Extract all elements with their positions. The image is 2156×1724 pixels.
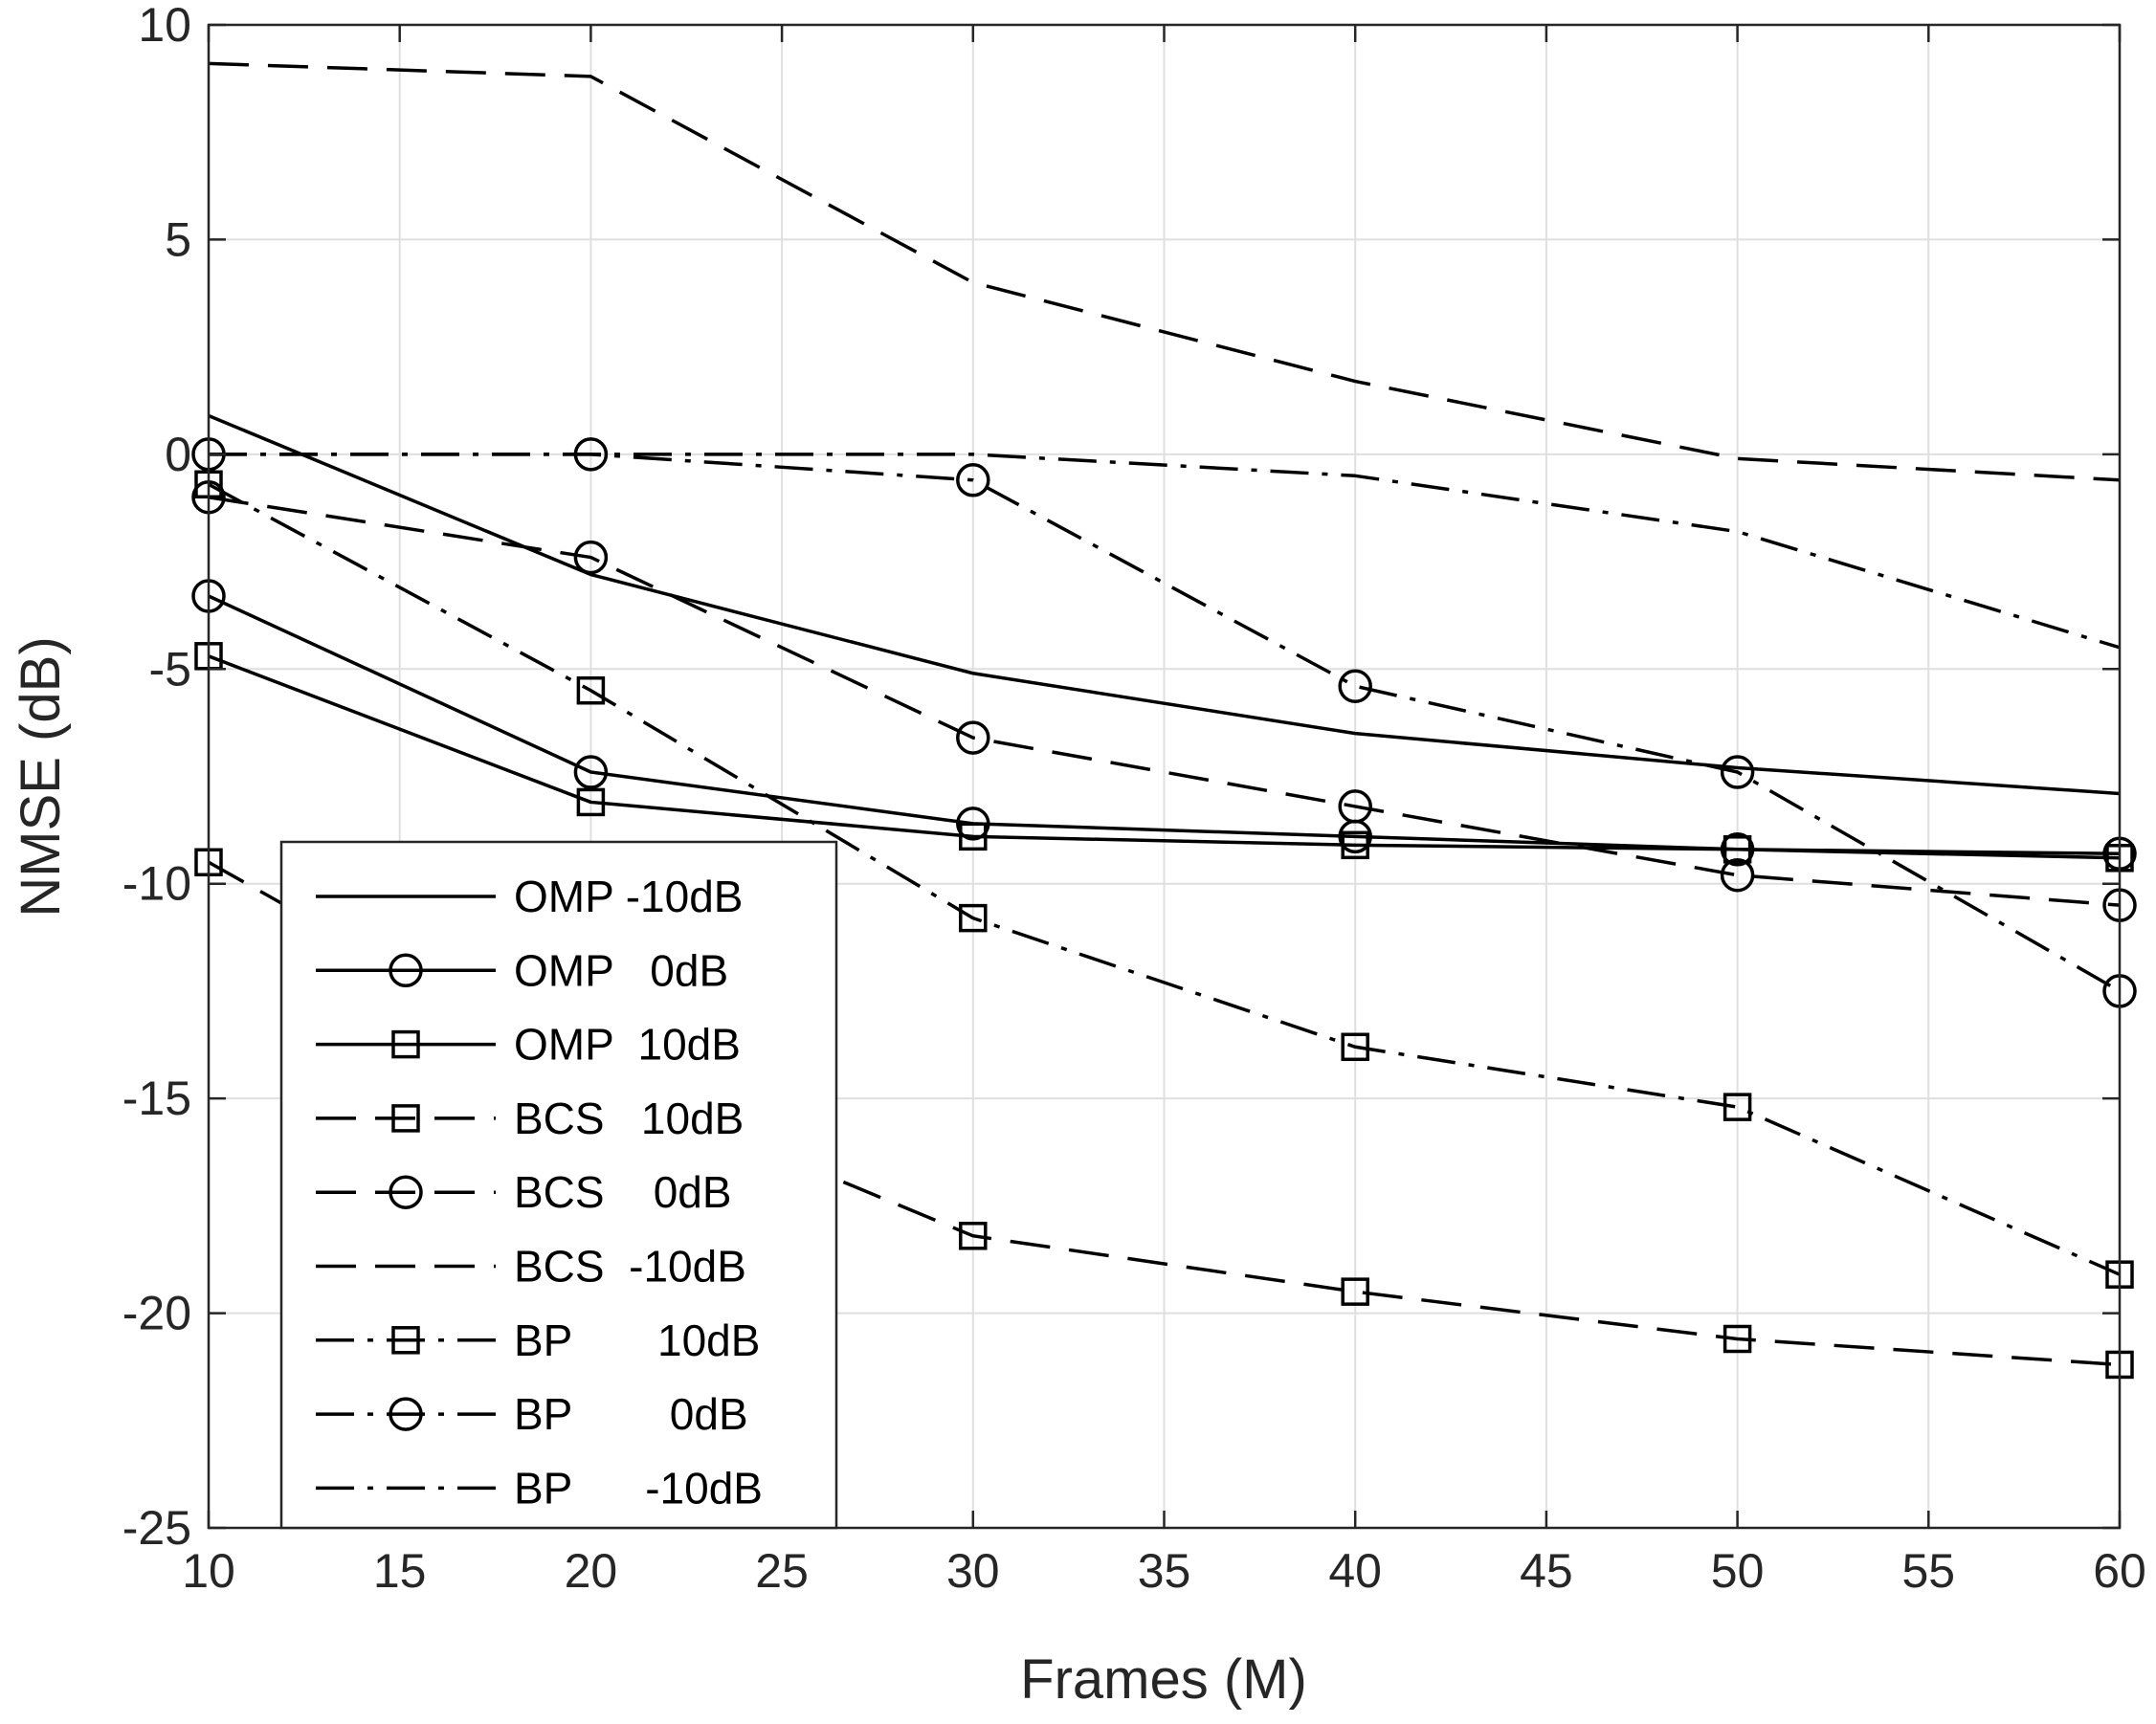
data-point-omp-0db bbox=[573, 755, 609, 789]
legend-label-omp-0db: OMP 0dB bbox=[514, 945, 728, 995]
legend-label-bp-10db: BP -10dB bbox=[514, 1463, 763, 1513]
y-tick-label: 5 bbox=[165, 212, 191, 266]
x-tick-label: 10 bbox=[182, 1544, 235, 1598]
series-bcs-10db bbox=[208, 61, 2121, 482]
x-tick-label: 45 bbox=[1520, 1544, 1573, 1598]
legend-label-bcs-10db: BCS -10dB bbox=[514, 1242, 746, 1292]
data-point-bcs-10db bbox=[959, 1222, 988, 1250]
x-tick-label: 15 bbox=[373, 1544, 427, 1598]
data-point-bp-10db bbox=[1723, 1093, 1752, 1121]
data-point-bp-10db bbox=[576, 675, 606, 705]
y-axis-label: NMSE (dB) bbox=[10, 636, 72, 917]
x-tick-label: 60 bbox=[2093, 1544, 2146, 1598]
data-point-omp-10db bbox=[1723, 835, 1752, 864]
legend-entry-bp-10db: BP 10dB bbox=[316, 1315, 760, 1365]
y-tick-label: -5 bbox=[149, 642, 191, 696]
series-omp-10db bbox=[194, 642, 2134, 873]
data-point-bcs-10db bbox=[1723, 1324, 1752, 1354]
data-point-omp-0db bbox=[956, 807, 990, 841]
x-tick-label: 30 bbox=[946, 1544, 1000, 1598]
legend-label-omp-10db: OMP -10dB bbox=[514, 872, 743, 921]
data-point-bcs-0db bbox=[1720, 857, 1755, 893]
y-tick-label: -15 bbox=[122, 1072, 191, 1125]
data-point-omp-10db bbox=[959, 822, 988, 851]
data-point-bcs-0db bbox=[1338, 789, 1372, 824]
legend-entry-bcs-0db: BCS 0dB bbox=[316, 1167, 732, 1217]
legend-entry-omp-0db: OMP 0dB bbox=[316, 945, 728, 995]
data-point-bp-10db bbox=[959, 903, 988, 933]
y-tick-label: -20 bbox=[122, 1287, 191, 1340]
legend-label-bcs-0db: BCS 0dB bbox=[514, 1167, 732, 1217]
x-tick-label: 40 bbox=[1328, 1544, 1382, 1598]
legend-entry-bp-0db: BP 0dB bbox=[316, 1389, 748, 1439]
legend-marker-bp-0db bbox=[389, 1397, 423, 1431]
y-tick-label: -10 bbox=[122, 857, 191, 911]
y-tick-label: 0 bbox=[165, 428, 191, 481]
data-point-bp-10db bbox=[1341, 1032, 1369, 1062]
data-point-bp-0db bbox=[1338, 669, 1372, 703]
legend-entry-omp-10db: OMP 10dB bbox=[316, 1020, 741, 1070]
series-line-bp-10db bbox=[208, 482, 2121, 1276]
y-tick-label: -25 bbox=[122, 1501, 191, 1555]
x-tick-label: 35 bbox=[1138, 1544, 1191, 1598]
legend-box bbox=[279, 840, 838, 1530]
data-series bbox=[191, 61, 2137, 1380]
x-tick-label: 50 bbox=[1711, 1544, 1765, 1598]
data-point-bcs-10db bbox=[1341, 1277, 1369, 1306]
series-bp-10db bbox=[209, 453, 2121, 650]
data-point-bcs-0db bbox=[573, 540, 609, 575]
legend-label-omp-10db: OMP 10dB bbox=[514, 1020, 741, 1070]
legend-marker-bcs-10db bbox=[391, 1104, 420, 1133]
legend-entry-bp-10db: BP -10dB bbox=[316, 1463, 763, 1513]
x-tick-label: 20 bbox=[565, 1544, 618, 1598]
legend-marker-omp-10db bbox=[391, 1029, 420, 1059]
legend-marker-omp-0db bbox=[389, 953, 423, 988]
legend-label-bcs-10db: BCS 10dB bbox=[514, 1094, 744, 1143]
x-axis-label: Frames (M) bbox=[1020, 1648, 1307, 1711]
data-point-bp-0db bbox=[1720, 755, 1755, 789]
legend-entry-bcs-10db: BCS -10dB bbox=[316, 1242, 746, 1292]
x-tick-label: 25 bbox=[755, 1544, 809, 1598]
legend-marker-bp-10db bbox=[391, 1326, 420, 1355]
legend-entry-bcs-10db: BCS 10dB bbox=[316, 1094, 744, 1143]
series-line-bcs-10db bbox=[208, 61, 2121, 482]
legend-entry-omp-10db: OMP -10dB bbox=[316, 872, 743, 921]
legend-label-bp-0db: BP 0dB bbox=[514, 1389, 748, 1439]
data-point-omp-10db bbox=[576, 787, 606, 817]
data-point-bcs-0db bbox=[956, 720, 990, 755]
data-point-bp-0db bbox=[956, 463, 990, 497]
series-line-omp-10db bbox=[208, 654, 2121, 860]
series-line-bcs-0db bbox=[208, 496, 2121, 907]
legend-marker-bcs-0db bbox=[389, 1175, 423, 1209]
legend-label-bp-10db: BP 10dB bbox=[514, 1315, 760, 1365]
data-point-omp-10db bbox=[1341, 830, 1369, 860]
x-tick-label: 55 bbox=[1901, 1544, 1955, 1598]
y-tick-label: 10 bbox=[138, 0, 191, 52]
series-line-bp-10db bbox=[209, 453, 2121, 650]
legend: OMP -10dB OMP 0dB OMP 10dB BCS 10dB BCS 0dB B… bbox=[279, 840, 838, 1530]
